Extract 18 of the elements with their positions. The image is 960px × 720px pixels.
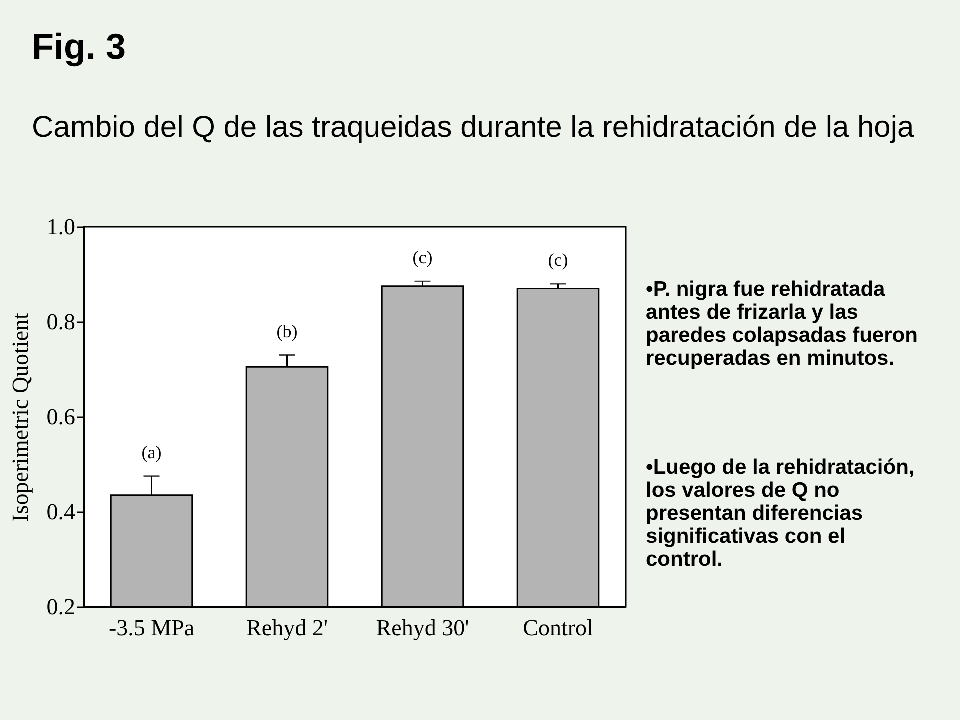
x-tick-label: -3.5 MPa (108, 616, 195, 640)
y-tick-label: 0.8 (46, 310, 76, 334)
y-tick-label: 1.0 (46, 214, 76, 240)
x-tick-label: Rehyd 30' (376, 616, 470, 640)
x-tick-label: Rehyd 2' (246, 616, 328, 640)
y-tick-label: 0.4 (46, 500, 76, 524)
y-tick-label: 0.2 (46, 594, 76, 620)
annotation: (c) (412, 248, 433, 268)
annotation: (a) (142, 442, 162, 462)
annotation: (c) (548, 250, 568, 270)
annotation: (b) (276, 321, 298, 342)
chart-subtitle: Cambio del Q de las traqueidas durante la rehidratación de la hoja (32, 111, 915, 144)
text: •P. nigra fue rehidratada antes de frizarla y las paredes colapsadas fueron recuperadas en minutos. (646, 278, 918, 370)
y-tick-label: 0.6 (46, 404, 76, 430)
x-tick-label: Control (523, 616, 594, 640)
text: •Luego de la rehidratación, los valores de Q no presentan diferencias significativas con el control. (646, 456, 915, 571)
y-axis-title: Isoperimetric Quotient (8, 312, 33, 522)
chart-title: Fig. 3 (32, 26, 126, 67)
